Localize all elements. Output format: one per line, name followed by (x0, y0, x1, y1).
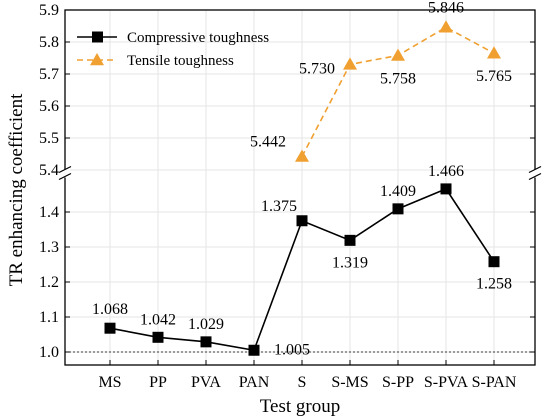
axis-break (58, 165, 542, 181)
axis-break-mark (528, 165, 542, 174)
y-tick-label: 1.3 (39, 239, 59, 256)
x-tick-label: PP (149, 374, 167, 391)
y-axis-ticks: 1.0 1.1 1.2 1.3 1.4 5.4 5.5 5.6 5.7 5.8 5.9 (39, 2, 535, 361)
tensile-marker (487, 46, 501, 59)
axis-break-mark (528, 172, 542, 181)
series-markers (104, 20, 501, 356)
compressive-marker (200, 336, 212, 348)
axis-break-mark (58, 165, 72, 174)
x-tick-label: PAN (239, 374, 270, 391)
compressive-data-label: 1.409 (380, 183, 416, 200)
compressive-marker (392, 203, 404, 215)
x-axis-label: Test group (260, 396, 340, 417)
y-tick-label: 1.1 (39, 309, 59, 326)
data-labels: 1.068 1.042 1.029 1.005 1.375 1.319 1.409 1.466… (92, 0, 512, 358)
tensile-marker (343, 57, 357, 70)
plot-border (64, 9, 536, 366)
plot-frame (64, 9, 536, 366)
legend-marker-tensile (90, 53, 104, 66)
axis-break-gap (60, 169, 70, 178)
legend-marker-compressive (92, 31, 103, 43)
y-tick-label: 5.5 (39, 130, 59, 147)
x-tick-label: S-MS (331, 374, 368, 391)
x-tick-label: S (298, 374, 307, 391)
legend: Compressive toughness Tensile toughness (77, 30, 269, 69)
compressive-data-label: 1.029 (188, 316, 224, 333)
x-tick-label: S-PAN (472, 374, 517, 391)
compressive-data-label: 1.319 (332, 254, 368, 271)
compressive-data-label: 1.375 (261, 198, 297, 215)
y-tick-label: 5.9 (39, 2, 59, 19)
y-tick-label: 1.4 (39, 204, 59, 221)
compressive-marker (152, 331, 164, 343)
compressive-data-label: 1.005 (274, 341, 310, 358)
compressive-marker (488, 256, 500, 268)
tensile-marker (439, 20, 453, 33)
y-tick-label: 1.2 (39, 274, 59, 291)
tensile-marker (295, 149, 309, 162)
y-tick-label: 5.8 (39, 34, 59, 51)
compressive-data-label: 1.258 (476, 276, 512, 293)
x-axis-ticks: MS PP PVA PAN S S-MS S-PP S-PVA S-PAN (98, 360, 517, 391)
x-tick-label: PVA (191, 374, 221, 391)
compressive-data-label: 1.042 (140, 311, 176, 328)
y-tick-label: 5.6 (39, 98, 59, 115)
tensile-marker (391, 48, 405, 61)
tensile-data-label: 5.765 (476, 68, 512, 85)
tensile-data-label: 5.846 (428, 0, 464, 16)
legend-label-tensile: Tensile toughness (127, 53, 234, 69)
compressive-marker (440, 183, 452, 195)
axis-break-mark (58, 172, 72, 181)
compressive-marker (104, 322, 116, 334)
y-tick-label: 1.0 (39, 344, 59, 361)
compressive-marker (248, 344, 260, 356)
compressive-data-label: 1.466 (428, 163, 464, 180)
compressive-data-label: 1.068 (92, 301, 128, 318)
x-tick-label: S-PVA (424, 374, 469, 391)
tensile-data-label: 5.442 (250, 134, 286, 151)
x-tick-label: MS (98, 374, 121, 391)
tensile-data-label: 5.730 (299, 60, 335, 77)
compressive-marker (296, 215, 308, 227)
legend-label-compressive: Compressive toughness (127, 30, 269, 46)
y-axis-label: TR enhancing coefficient (6, 93, 27, 286)
axis-break-gap (530, 169, 540, 178)
compressive-marker (344, 234, 356, 246)
x-tick-label: S-PP (382, 374, 414, 391)
y-tick-label: 5.7 (39, 66, 59, 83)
y-tick-label: 5.4 (39, 162, 59, 179)
tensile-data-label: 5.758 (380, 70, 416, 87)
